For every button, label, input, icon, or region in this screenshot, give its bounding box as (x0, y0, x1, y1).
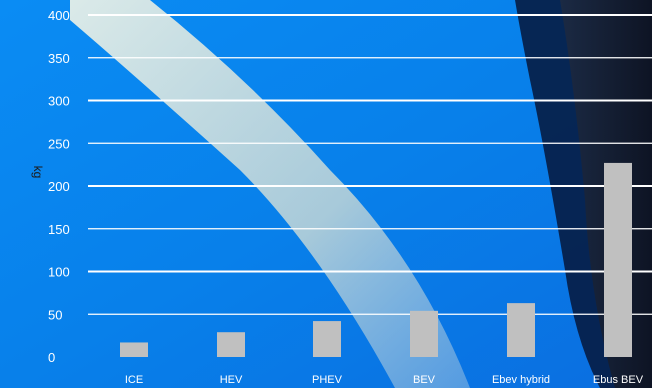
x-axis-labels: ICE HEV PHEV BEV Ebev hybrid Ebus BEV (125, 374, 644, 386)
gridlines (88, 14, 652, 315)
background-light-streak (70, 0, 470, 388)
x-tick-label: Ebev hybrid (492, 374, 550, 386)
bar-phev (313, 321, 341, 357)
x-tick-label: Ebus BEV (593, 374, 644, 386)
y-tick-label: 100 (48, 265, 70, 280)
x-tick-label: BEV (413, 374, 436, 386)
y-tick-label: 250 (48, 136, 70, 151)
bar-ebev-hybrid (507, 303, 535, 357)
y-tick-label: 300 (48, 94, 70, 109)
y-tick-label: 50 (48, 307, 62, 322)
bars (120, 162, 632, 357)
y-tick-label: 400 (48, 8, 70, 23)
y-tick-label: 0 (48, 350, 55, 365)
x-tick-label: HEV (220, 374, 243, 386)
bar-hev (217, 332, 245, 357)
bar-ebus-bev (604, 162, 632, 357)
bar-bev (410, 310, 438, 357)
y-axis-ticks: 0 50 100 150 200 250 300 350 400 (48, 8, 70, 365)
x-tick-label: ICE (125, 374, 143, 386)
y-axis-title: kg (31, 166, 45, 179)
x-tick-label: PHEV (312, 374, 343, 386)
y-tick-label: 200 (48, 179, 70, 194)
y-tick-label: 350 (48, 51, 70, 66)
bar-ice (120, 342, 148, 357)
y-tick-label: 150 (48, 222, 70, 237)
